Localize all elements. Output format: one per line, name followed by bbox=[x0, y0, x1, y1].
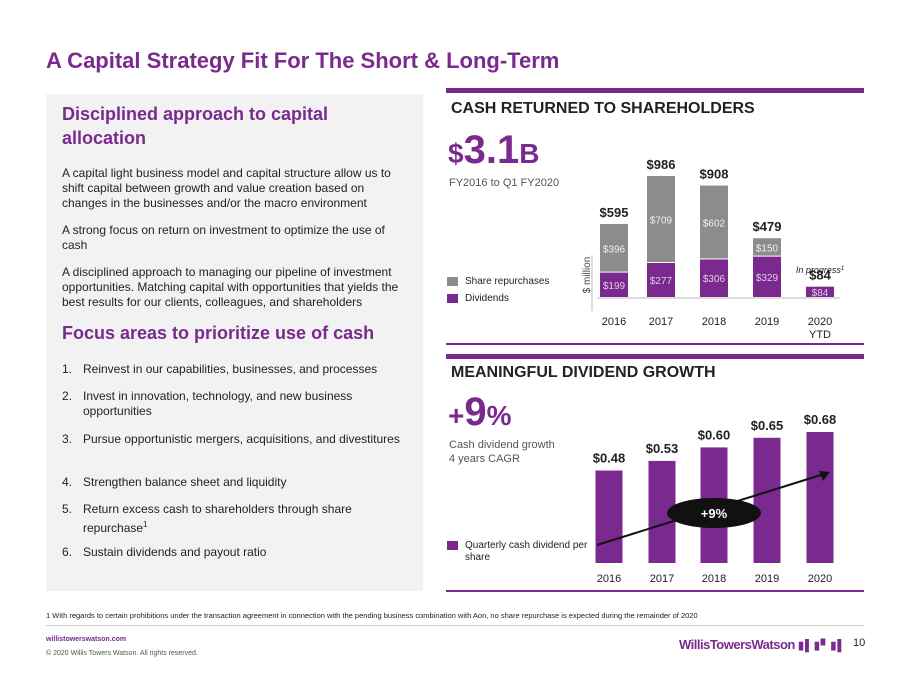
legend-swatch-gray bbox=[447, 276, 458, 286]
page-number: 10 bbox=[853, 637, 866, 649]
x-tick-label: 2018 bbox=[702, 573, 726, 585]
bar-dividends-2019 bbox=[753, 256, 781, 297]
dividend-value-label: $0.68 bbox=[804, 412, 837, 427]
bar-repurchases-2017 bbox=[647, 176, 675, 263]
bar-label-dividends: $199 bbox=[603, 281, 626, 292]
x-tick-label: 2016 bbox=[597, 573, 621, 585]
in-progress-note: In progress1 bbox=[796, 265, 844, 275]
cagr-label: +9% bbox=[701, 506, 728, 521]
x-tick-label: 2019 bbox=[755, 573, 779, 585]
cagr-bubble bbox=[667, 498, 761, 528]
bar-repurchases-2018 bbox=[700, 185, 728, 259]
bar-total-label: $986 bbox=[647, 157, 676, 172]
bar-dividends-2016 bbox=[600, 272, 628, 297]
legend-quarterly-dividend: Quarterly cash dividend per share bbox=[447, 540, 590, 564]
bar-label-repurchases: $396 bbox=[603, 244, 626, 255]
dividend-panel-bottom-border bbox=[446, 590, 864, 592]
brand-logo: WillisTowersWatson ▮▌▮▘▮▌ bbox=[679, 637, 847, 652]
footer-divider bbox=[46, 625, 864, 626]
y-axis-label: $ million bbox=[582, 257, 593, 294]
cash-panel-title: CASH RETURNED TO SHAREHOLDERS bbox=[451, 100, 755, 117]
bar-dividends-2020-YTD bbox=[806, 286, 834, 297]
bar-label-dividends: $84 bbox=[812, 288, 829, 299]
dividend-bar-2019 bbox=[753, 437, 781, 563]
x-tick-label: 2017 bbox=[649, 316, 673, 328]
list-item: 1. Reinvest in our capabilities, business… bbox=[62, 362, 378, 376]
copyright: © 2020 Willis Towers Watson. All rights … bbox=[46, 650, 198, 657]
x-tick-label: 2020 bbox=[808, 316, 832, 328]
left-panel: Disciplined approach to capital allocati… bbox=[46, 94, 423, 591]
list-item: 4. Strengthen balance sheet and liquidity bbox=[62, 475, 287, 489]
dividend-cagr-note: Cash dividend growth 4 years CAGR bbox=[449, 439, 555, 465]
dividend-panel-top-border bbox=[446, 354, 864, 359]
dividend-growth-value: +9% bbox=[448, 390, 512, 434]
legend-share-repurchases: Share repurchases bbox=[447, 276, 550, 288]
bar-repurchases-2019 bbox=[753, 238, 781, 256]
bar-label-dividends: $277 bbox=[650, 276, 673, 287]
x-tick-label: 2016 bbox=[602, 316, 626, 328]
dividend-panel-title: MEANINGFUL DIVIDEND GROWTH bbox=[451, 364, 716, 381]
bar-total-label: $84 bbox=[809, 268, 831, 283]
list-item: 2. Invest in innovation, technology, and … bbox=[62, 389, 353, 418]
cash-period-note: FY2016 to Q1 FY2020 bbox=[449, 177, 560, 189]
dividend-bar-2016 bbox=[595, 470, 623, 563]
x-tick-label: 2019 bbox=[755, 316, 779, 328]
cash-total-value: $3.1B bbox=[448, 128, 540, 172]
paragraph-roi-focus: A strong focus on return on investment t… bbox=[62, 223, 385, 252]
bar-label-repurchases: $150 bbox=[756, 243, 779, 254]
x-tick-label: 2017 bbox=[650, 573, 674, 585]
dividend-value-label: $0.48 bbox=[593, 451, 626, 466]
footnote: 1 With regards to certain prohibitions u… bbox=[46, 611, 698, 620]
focus-areas-heading: Focus areas to prioritize use of cash bbox=[62, 323, 375, 343]
paragraph-capital-light: A capital light business model and capit… bbox=[62, 166, 391, 210]
dividend-bar-2020 bbox=[806, 432, 834, 563]
legend-swatch-purple bbox=[447, 293, 458, 303]
list-item: 6. Sustain dividends and payout ratio bbox=[62, 545, 267, 559]
dividend-value-label: $0.60 bbox=[698, 427, 731, 442]
paragraph-pipeline: A disciplined approach to managing our p… bbox=[62, 265, 399, 309]
bar-total-label: $479 bbox=[753, 219, 782, 234]
bar-total-label: $595 bbox=[600, 205, 629, 220]
list-item: 3. Pursue opportunistic mergers, acquisit… bbox=[62, 432, 400, 446]
page-title: A Capital Strategy Fit For The Short & L… bbox=[46, 48, 560, 73]
footnote-marker: 1 bbox=[143, 520, 148, 529]
bar-label-repurchases: $709 bbox=[650, 216, 673, 227]
dividend-value-label: $0.53 bbox=[646, 441, 679, 456]
bar-label-repurchases: $602 bbox=[703, 219, 726, 230]
trend-arrow-head bbox=[819, 471, 830, 481]
legend-swatch-purple bbox=[447, 540, 458, 550]
x-tick-label: 2020 bbox=[808, 573, 832, 585]
bar-total-label: $908 bbox=[700, 167, 729, 182]
legend-dividends: Dividends bbox=[447, 293, 509, 305]
bar-label-dividends: $306 bbox=[703, 274, 726, 285]
bar-repurchases-2016 bbox=[600, 223, 628, 272]
bar-dividends-2018 bbox=[700, 259, 728, 297]
capital-allocation-heading: Disciplined approach to capital allocati… bbox=[62, 104, 329, 148]
bar-dividends-2017 bbox=[647, 263, 675, 297]
cash-panel-top-border bbox=[446, 88, 864, 93]
list-item: 5. Return excess cash to shareholders thr… bbox=[62, 502, 352, 535]
x-tick-label: 2018 bbox=[702, 316, 726, 328]
bar-label-dividends: $329 bbox=[756, 273, 779, 284]
dividend-value-label: $0.65 bbox=[751, 418, 784, 433]
x-tick-label: YTD bbox=[809, 329, 831, 341]
cash-panel-bottom-border bbox=[446, 343, 864, 345]
website-link[interactable]: willistowerswatson.com bbox=[46, 636, 127, 643]
